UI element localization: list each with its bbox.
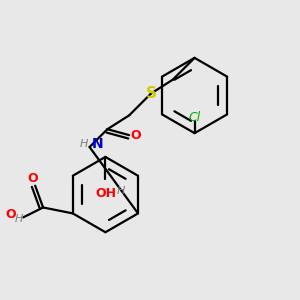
Text: S: S xyxy=(146,86,157,101)
Text: Cl: Cl xyxy=(188,111,201,124)
Text: OH: OH xyxy=(95,187,116,200)
Text: H: H xyxy=(79,139,88,149)
Text: O: O xyxy=(28,172,38,185)
Text: H: H xyxy=(15,214,23,224)
Text: O: O xyxy=(5,208,16,221)
Text: O: O xyxy=(131,129,141,142)
Text: N: N xyxy=(92,137,103,151)
Text: H: H xyxy=(117,186,125,196)
